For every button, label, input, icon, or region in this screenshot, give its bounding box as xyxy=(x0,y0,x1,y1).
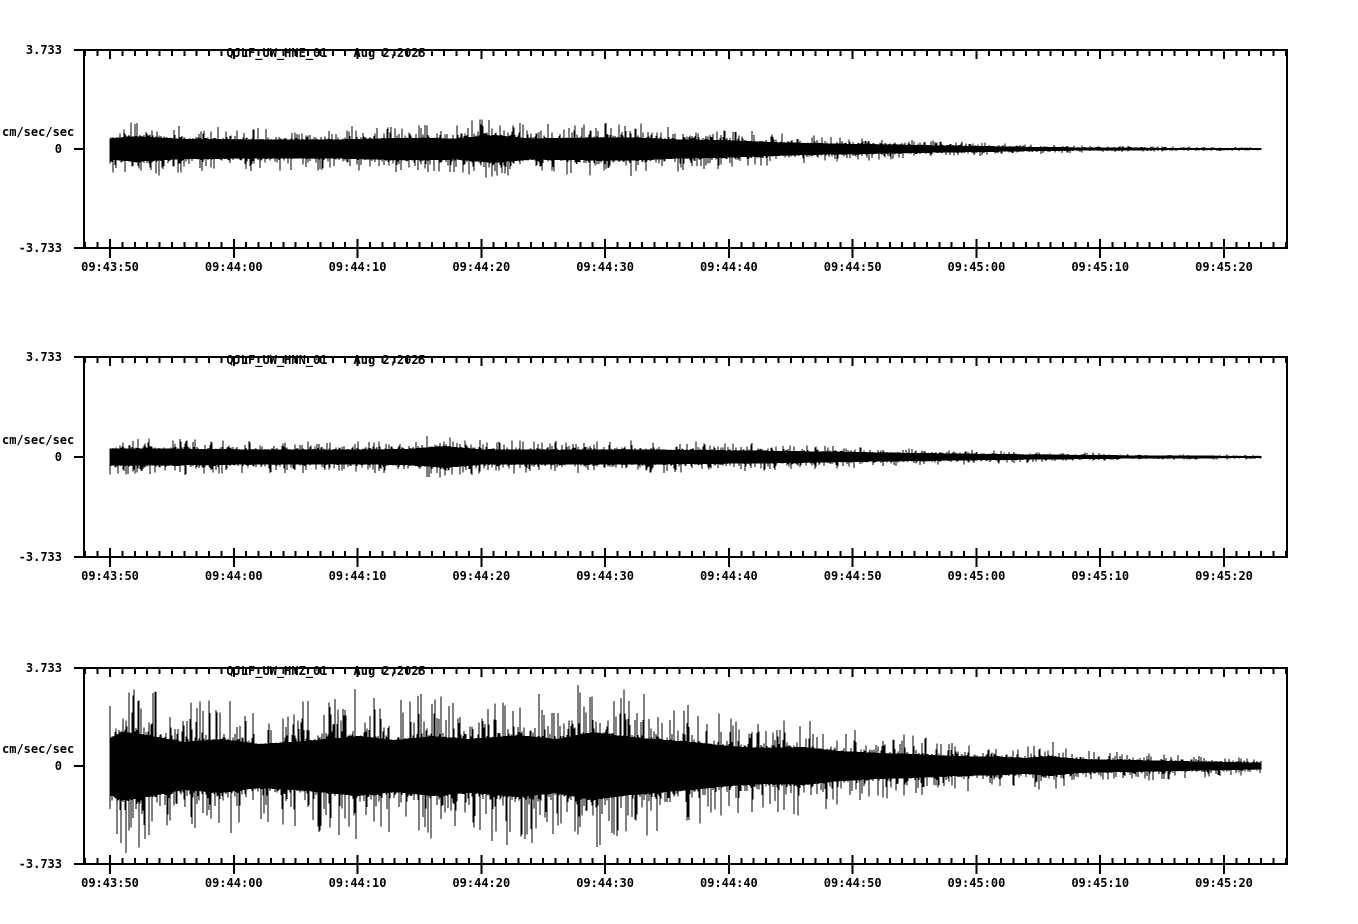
x-tick-label: 09:44:10 xyxy=(328,569,387,583)
y-unit-label: cm/sec/sec xyxy=(2,742,75,756)
x-tick-label: 09:44:20 xyxy=(452,260,511,274)
x-tick-label: 09:45:00 xyxy=(947,569,1006,583)
waveform-plot-2 xyxy=(74,667,1288,874)
x-tick-label: 09:44:00 xyxy=(204,260,263,274)
station-channel-label: QJLF_UW_HNZ_01 xyxy=(226,664,328,678)
y-max-label: 3.733 xyxy=(25,350,62,364)
x-tick-label: 09:45:20 xyxy=(1195,569,1253,583)
y-max-label: 3.733 xyxy=(25,43,62,57)
y-min-label: -3.733 xyxy=(18,857,62,871)
date-label: Aug 2,2025 xyxy=(353,46,426,60)
x-tick-label: 09:45:10 xyxy=(1071,260,1130,274)
x-tick-label: 09:43:50 xyxy=(81,260,139,274)
chart-title: QJLF_UW_HNN_01 Aug 2,2025 xyxy=(183,339,426,381)
x-tick-label: 09:45:00 xyxy=(947,876,1006,890)
x-tick-label: 09:43:50 xyxy=(81,876,139,890)
y-max-label: 3.733 xyxy=(25,661,62,675)
x-tick-label: 09:44:00 xyxy=(204,876,263,890)
x-tick-label: 09:45:20 xyxy=(1195,876,1253,890)
chart-title: QJLF_UW_HNE_01 Aug 2,2025 xyxy=(183,32,426,74)
x-tick-label: 09:44:40 xyxy=(699,260,758,274)
date-label: Aug 2,2025 xyxy=(353,664,426,678)
waveform-trace xyxy=(109,119,1262,178)
x-tick-label: 09:44:30 xyxy=(576,569,634,583)
waveform-plot-1 xyxy=(74,356,1288,567)
chart-title: QJLF_UW_HNZ_01 Aug 2,2025 xyxy=(183,650,426,692)
y-min-label: -3.733 xyxy=(18,550,62,564)
x-tick-label: 09:45:10 xyxy=(1071,569,1130,583)
station-channel-label: QJLF_UW_HNN_01 xyxy=(226,353,328,367)
x-tick-label: 09:44:50 xyxy=(823,876,882,890)
station-channel-label: QJLF_UW_HNE_01 xyxy=(226,46,328,60)
x-tick-label: 09:45:10 xyxy=(1071,876,1130,890)
x-tick-label: 09:44:30 xyxy=(576,260,634,274)
date-label: Aug 2,2025 xyxy=(353,353,426,367)
waveform-trace xyxy=(109,436,1262,478)
axis-ticks xyxy=(74,356,1287,567)
x-tick-label: 09:44:20 xyxy=(452,876,511,890)
x-tick-label: 09:44:30 xyxy=(576,876,634,890)
y-zero-label: 0 xyxy=(54,450,62,464)
x-tick-label: 09:44:10 xyxy=(328,876,387,890)
y-min-label: -3.733 xyxy=(18,241,62,255)
x-tick-label: 09:43:50 xyxy=(81,569,139,583)
axis-ticks xyxy=(74,49,1287,258)
y-zero-label: 0 xyxy=(54,142,62,156)
x-tick-label: 09:44:10 xyxy=(328,260,387,274)
waveform-plot-0 xyxy=(74,49,1288,258)
y-zero-label: 0 xyxy=(54,759,62,773)
x-tick-label: 09:44:20 xyxy=(452,569,511,583)
axis-ticks xyxy=(74,667,1287,874)
waveform-trace xyxy=(109,685,1262,854)
x-tick-label: 09:45:00 xyxy=(947,260,1006,274)
y-unit-label: cm/sec/sec xyxy=(2,433,75,447)
x-tick-label: 09:44:50 xyxy=(823,569,882,583)
x-tick-label: 09:44:40 xyxy=(699,876,758,890)
y-unit-label: cm/sec/sec xyxy=(2,125,75,139)
x-tick-label: 09:44:40 xyxy=(699,569,758,583)
x-tick-label: 09:45:20 xyxy=(1195,260,1253,274)
x-tick-label: 09:44:00 xyxy=(204,569,263,583)
x-tick-label: 09:44:50 xyxy=(823,260,882,274)
